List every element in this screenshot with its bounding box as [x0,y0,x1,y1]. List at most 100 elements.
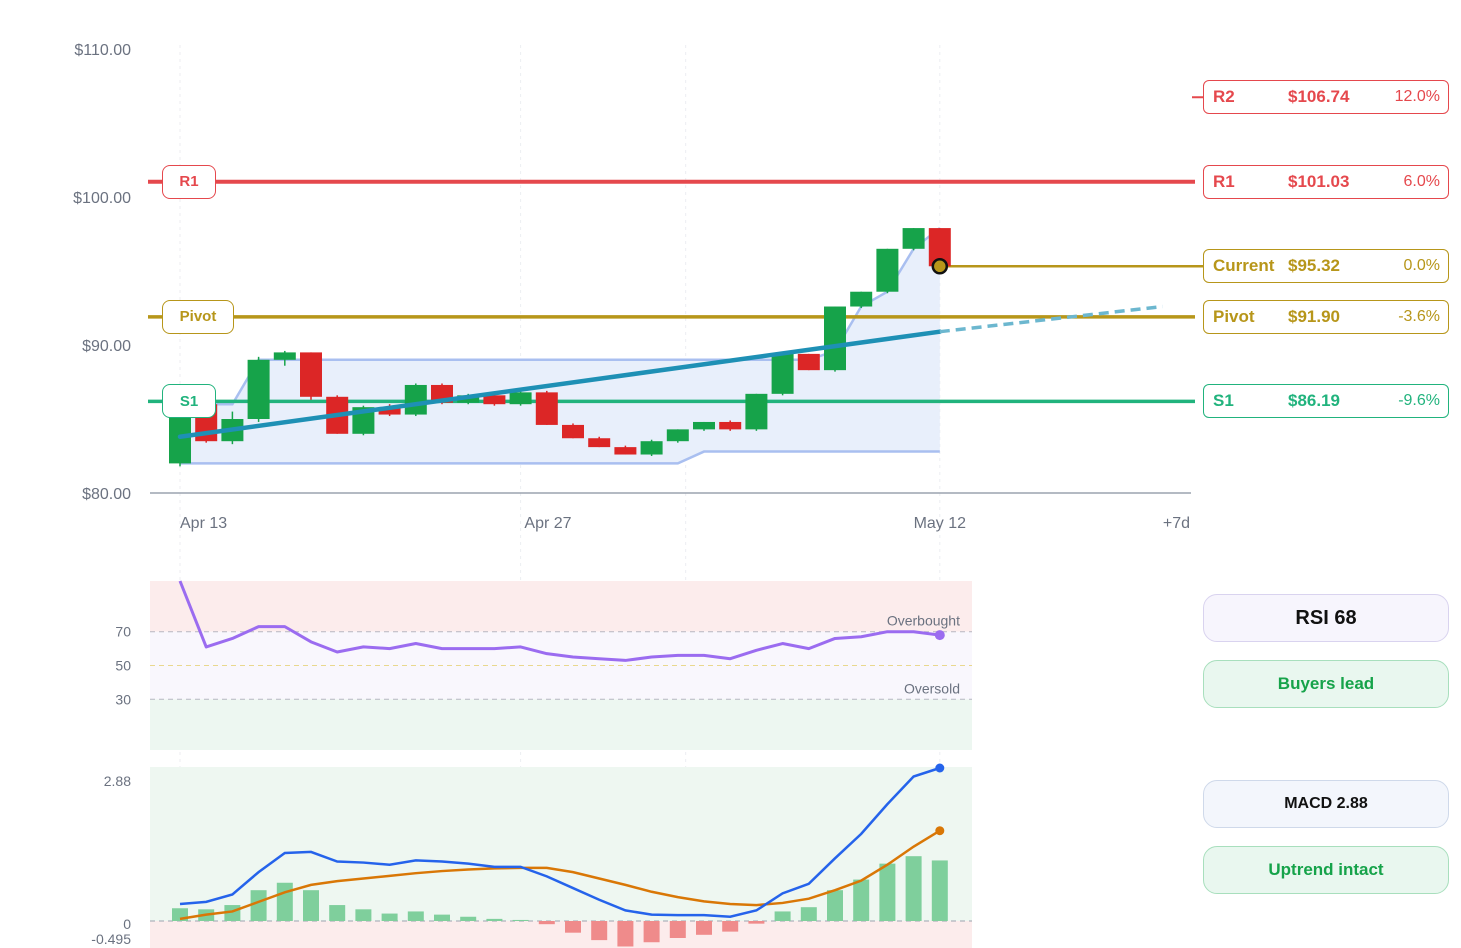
price-y-tick: $90.00 [82,338,131,355]
candle-body [588,438,611,448]
level-name: R1 [1213,171,1235,191]
macd-histogram-bar [879,863,896,921]
candle-body [169,404,191,464]
candle-body [928,228,951,267]
rsi-overbought-label: Overbought [887,613,960,629]
macd-histogram-bar [276,882,293,921]
chart-tag-s1: S1 [162,384,216,419]
macd-histogram-bar [250,890,267,921]
macd-histogram-bar [643,921,660,943]
rsi-neutral-zone [150,631,972,700]
macd-last-point [935,763,945,773]
rsi-card: RSI 68 [1203,594,1449,642]
macd-histogram-bar [748,921,765,924]
level-name: S1 [1213,391,1234,411]
candle-body [300,352,322,397]
macd-histogram-bar [853,879,870,921]
trend-line [177,329,943,440]
candle-body [745,393,768,430]
level-price: $95.32 [1288,256,1340,276]
macd-status-label: Uptrend intact [1268,860,1384,879]
candle-body [483,395,506,405]
level-change: -9.6% [1398,392,1440,410]
candle-body [797,353,820,371]
candle-body [614,447,637,455]
level-change: 6.0% [1403,172,1440,190]
rsi-y-tick: 50 [115,658,131,674]
macd-histogram-bar [303,890,319,921]
rsi-status-label: Buyers lead [1277,674,1375,693]
candle-body [535,392,558,425]
rsi-y-tick: 70 [115,624,131,640]
macd-histogram-bar [407,911,424,921]
level-name: Pivot [1213,306,1255,326]
macd-histogram-bar [827,890,843,921]
macd-histogram-bar [931,860,948,921]
candle-body [562,424,584,439]
macd-histogram-bar [329,905,346,921]
candle-body [378,407,401,415]
macd-status-card: Uptrend intact [1203,846,1449,894]
level-price: $86.19 [1288,391,1340,411]
macd-negative-zone [150,921,972,948]
macd-y-tick: 0 [123,916,131,932]
macd-histogram-bar [355,909,372,921]
rsi-line [178,580,940,662]
macd-histogram-bar [722,921,739,932]
macd-line [179,766,941,919]
candle-body [902,228,925,249]
macd-histogram-bar [905,856,922,921]
macd-histogram-bar [800,907,817,921]
macd-histogram-bar [381,913,398,921]
macd-histogram-bar [774,911,791,921]
level-box-r2: R2 $106.74 12.0% [1203,80,1449,115]
level-box-r1: R1 $101.03 6.0% [1203,164,1449,199]
price-x-tick: +7d [1163,515,1190,532]
macd-histogram-bar [591,921,608,941]
macd-signal-line [179,829,941,921]
level-box-pivot: Pivot $91.90 -3.6% [1203,299,1449,334]
macd-y-tick: -0.495 [91,931,131,947]
macd-histogram-bar [512,919,529,921]
macd-histogram-bar [696,921,712,935]
level-price: $106.74 [1288,87,1350,107]
macd-histogram-bar [460,916,477,921]
rsi-oversold-label: Oversold [904,680,960,696]
rsi-oversold-zone [150,699,972,750]
current-price-marker [931,258,949,275]
level-price: $101.03 [1288,171,1350,191]
price-y-tick: $100.00 [73,190,131,207]
rsi-last-point [934,630,945,641]
level-change: -3.6% [1398,307,1440,325]
candle-body [850,291,873,307]
price-y-tick: $80.00 [82,486,131,503]
candle-body [771,353,794,394]
macd-histogram-bar [486,918,503,921]
level-change: 0.0% [1403,257,1440,275]
rsi-y-tick: 30 [115,691,131,707]
candle-body [719,421,742,430]
candle-body [509,392,532,405]
rsi-card-label: RSI 68 [1295,606,1357,629]
macd-histogram-bar [617,921,634,947]
price-channel-lower [180,450,940,465]
candle-body [693,421,715,430]
chart-tag-r1: R1 [162,164,216,199]
level-change: 12.0% [1394,88,1440,106]
candle-body [640,441,663,455]
macd-histogram-bar [538,921,555,925]
macd-histogram-bar [669,921,686,938]
candle-body [273,352,296,360]
macd-y-tick: 2.88 [104,773,131,789]
price-x-tick: May 12 [914,515,967,532]
chart-tag-pivot: Pivot [162,299,234,334]
macd-card-label: MACD 2.88 [1284,795,1368,812]
candle-body [666,429,689,442]
macd-histogram-bar [434,914,450,921]
candle-body [876,248,899,292]
price-y-tick: $110.00 [74,42,131,59]
rsi-status-card: Buyers lead [1203,660,1449,708]
macd-card: MACD 2.88 [1203,780,1449,828]
level-box-s1: S1 $86.19 -9.6% [1203,384,1449,419]
